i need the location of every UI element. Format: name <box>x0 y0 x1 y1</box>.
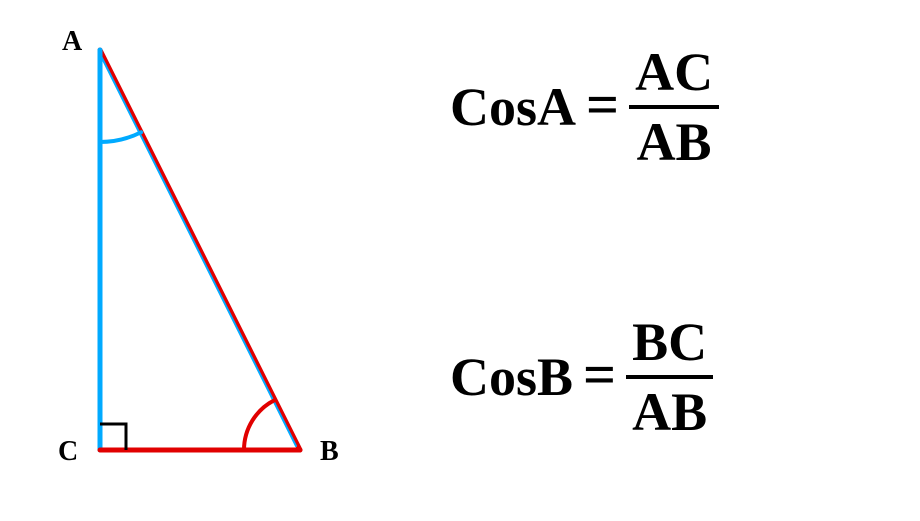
fraction-bar <box>626 375 713 379</box>
vertex-label-a: A <box>62 26 82 58</box>
vertex-label-b: B <box>320 436 339 468</box>
formula-cosA-lhs: CosA <box>450 80 576 134</box>
formula-cosA-numer: AC <box>629 45 719 99</box>
angle-arc-a <box>100 132 141 142</box>
formula-cosB-lhs: CosB <box>450 350 573 404</box>
edge-ab-inner <box>100 54 296 446</box>
formula-cosA-fraction: AC AB <box>629 45 719 169</box>
formula-cosB: CosB = BC AB <box>450 315 713 439</box>
right-angle-mark <box>100 424 126 450</box>
triangle-diagram <box>30 20 370 500</box>
equals-sign: = <box>586 76 619 134</box>
vertex-label-c: C <box>58 436 78 468</box>
formula-cosB-fraction: BC AB <box>626 315 713 439</box>
formula-cosA: CosA = AC AB <box>450 45 719 169</box>
formula-cosB-denom: AB <box>626 385 713 439</box>
fraction-bar <box>629 105 719 109</box>
stage: A C B CosA = AC AB CosB = BC AB <box>0 0 920 521</box>
angle-arc-b <box>244 400 275 450</box>
formula-cosA-denom: AB <box>631 115 718 169</box>
edge-ab <box>100 50 300 450</box>
equals-sign: = <box>583 346 616 404</box>
formula-cosB-numer: BC <box>626 315 713 369</box>
